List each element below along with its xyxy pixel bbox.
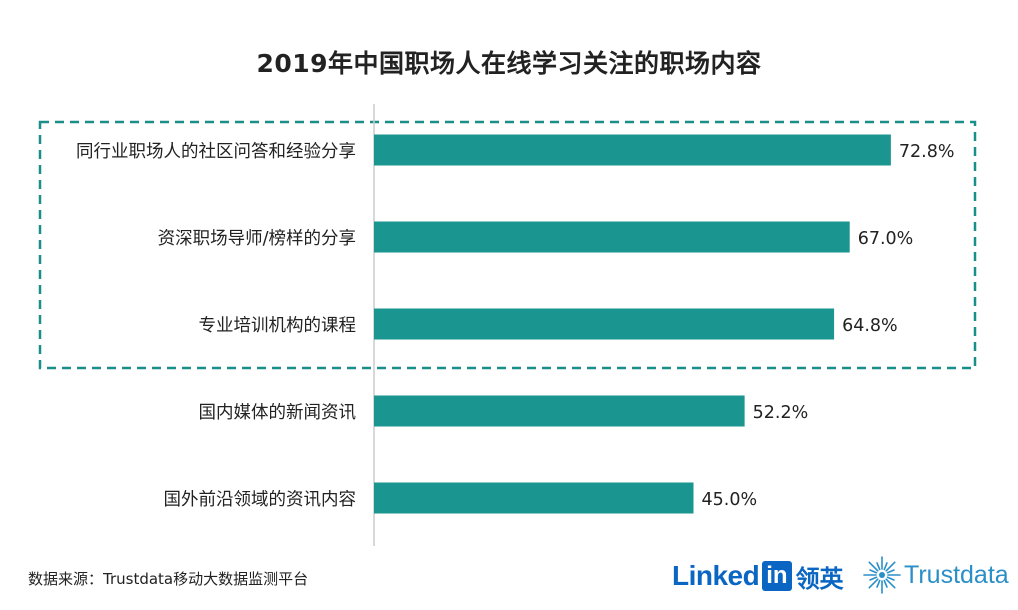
linkedin-logo-text: Linked: [672, 560, 760, 591]
highlight-frame: [38, 120, 977, 370]
data-label: 72.8%: [899, 142, 955, 162]
category-label: 国外前沿领域的资讯内容: [164, 490, 357, 510]
linkedin-logo-cn: 领英: [795, 564, 844, 593]
source-note: 数据来源：Trustdata移动大数据监测平台: [28, 570, 309, 588]
data-label: 64.8%: [842, 316, 898, 336]
linkedin-logo-box: in: [762, 561, 792, 591]
bar-chart: 同行业职场人的社区问答和经验分享 72.8% 资深职场导师/榜样的分享 67.0% 专业…: [38, 104, 977, 546]
data-label: 52.2%: [753, 403, 809, 423]
bar: [374, 134, 891, 166]
bar: [374, 482, 694, 514]
data-label: 45.0%: [702, 490, 758, 510]
bar: [374, 395, 745, 427]
category-label: 同行业职场人的社区问答和经验分享: [76, 142, 356, 162]
bar: [374, 308, 835, 340]
chart-title: 2019年中国职场人在线学习关注的职场内容: [256, 49, 762, 78]
data-label: 67.0%: [858, 229, 914, 249]
trustdata-logo: Trustdata: [862, 552, 1009, 598]
linkedin-logo: Linked in 领英: [672, 556, 844, 596]
bar: [374, 221, 850, 253]
category-label: 资深职场导师/榜样的分享: [158, 229, 356, 249]
trustdata-burst-icon: [863, 556, 901, 594]
trustdata-logo-text: Trustdata: [904, 560, 1009, 589]
category-label: 专业培训机构的课程: [199, 316, 357, 336]
category-label: 国内媒体的新闻资讯: [199, 403, 357, 423]
